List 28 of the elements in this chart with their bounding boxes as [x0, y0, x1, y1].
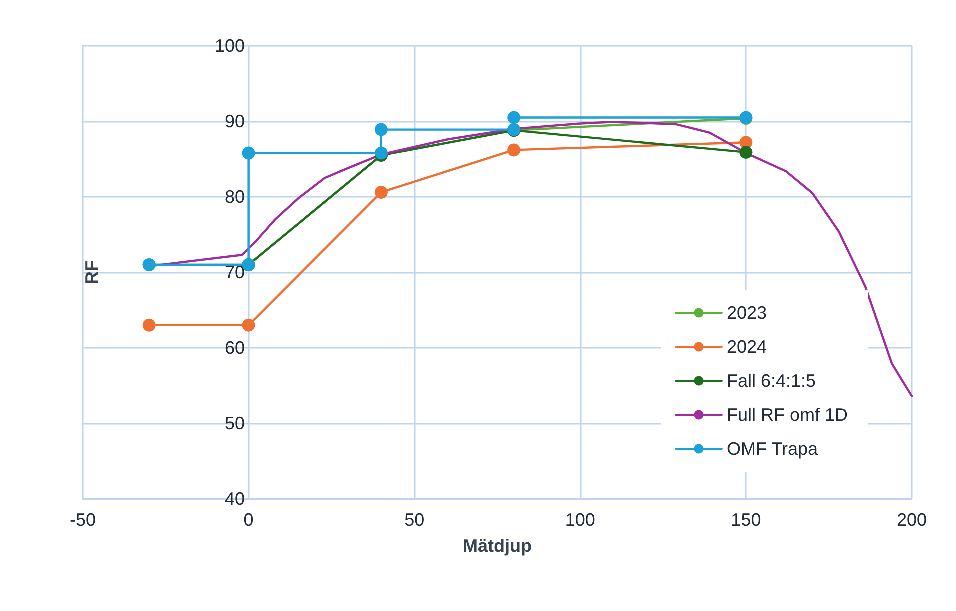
x-tick-label: 150 [731, 510, 762, 530]
y-tick-label: 40 [224, 489, 245, 509]
point [242, 146, 256, 160]
y-tick-label: 80 [224, 187, 245, 207]
y-tick-label: 90 [224, 112, 245, 132]
x-tick-label: 200 [896, 510, 928, 530]
x-tick-label: 50 [404, 510, 425, 530]
point [142, 318, 156, 332]
legend-label: Full RF omf 1D [726, 405, 848, 425]
y-axis-title: RF [82, 260, 102, 284]
legend-label: Fall 6:4:1:5 [726, 371, 816, 391]
legend-label: OMF Trapa [726, 439, 819, 459]
point [508, 111, 521, 124]
point [374, 123, 388, 136]
y-tick-label: 60 [224, 338, 245, 358]
legend-label: 2023 [726, 303, 768, 323]
x-tick-label: -50 [70, 510, 96, 530]
point [740, 146, 753, 159]
point [242, 318, 256, 332]
x-tick-label: 100 [565, 510, 596, 530]
y-tick-label: 100 [214, 36, 245, 56]
y-tick-label: 70 [224, 262, 245, 282]
point [374, 186, 388, 199]
y-tick-label: 50 [224, 414, 245, 434]
x-axis-title: Mätdjup [463, 536, 532, 556]
point [508, 144, 521, 157]
legend-label: 2024 [726, 337, 768, 357]
x-tick-label: 0 [244, 510, 254, 530]
